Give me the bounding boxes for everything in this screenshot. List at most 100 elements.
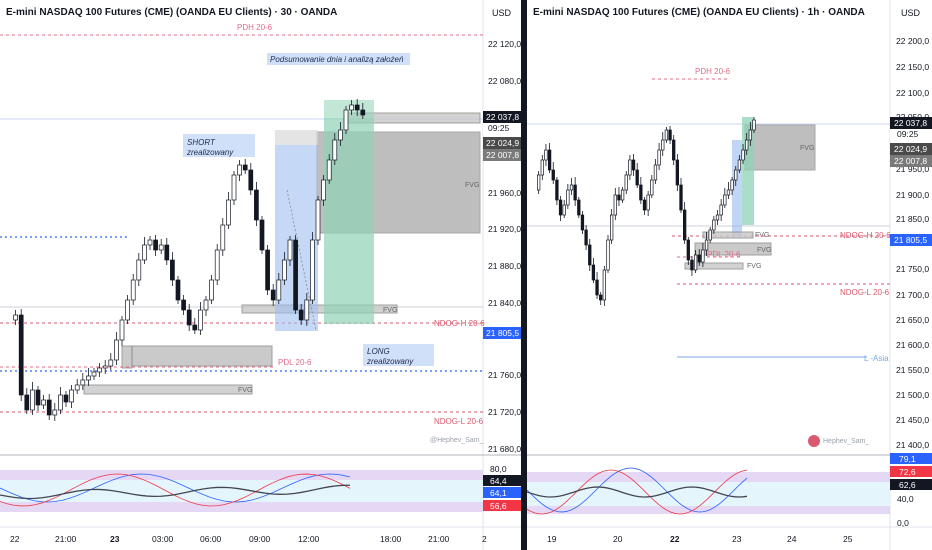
candle-body (752, 119, 756, 131)
right-short-zone[interactable] (732, 140, 742, 236)
right-price-tick: 21 650,0 (896, 315, 929, 325)
candle-body (624, 174, 628, 191)
candle-body (349, 104, 354, 111)
candle-body (69, 389, 74, 403)
left-short-note-2[interactable]: zrealizowany (186, 148, 234, 157)
right-time-tick: 20 (613, 534, 623, 544)
left-fvg-box-low1[interactable] (131, 345, 273, 367)
right-time-tick: 24 (787, 534, 797, 544)
candle-body (198, 309, 203, 331)
candle-body (203, 299, 209, 311)
left-fvg-box-mid[interactable] (241, 304, 398, 314)
candle-body (573, 184, 577, 201)
candle-body (628, 159, 632, 176)
candle-body (580, 214, 585, 231)
candle-body (562, 204, 566, 216)
candle-body (558, 199, 563, 216)
left-long-zone[interactable] (324, 118, 374, 324)
candle-body (237, 164, 242, 176)
left-ndog-h-label: NDOG-H 20-6 (434, 319, 485, 328)
candle-body (701, 249, 705, 263)
left-short-stop[interactable] (275, 130, 318, 145)
right-fvg-box-large[interactable] (744, 124, 816, 171)
candle-body (360, 109, 366, 116)
left-fvg-box-low3[interactable] (83, 384, 253, 395)
candle-body (293, 239, 298, 311)
right-price-tick: 21 500,0 (896, 390, 929, 400)
left-chart-canvas[interactable]: PDH 20-6 NDOG-H 20-6 NDOG-L 20-6 FVG FVG… (0, 0, 521, 550)
right-price-axis[interactable]: 22 200,0 22 150,0 22 100,0 22 050,0 21 9… (896, 36, 929, 450)
right-fvg-box-2[interactable] (702, 231, 754, 239)
right-fvg-box-3[interactable] (694, 242, 772, 256)
right-pdh-label: PDH 20-6 (695, 67, 731, 76)
right-chart-title: E-mini NASDAQ 100 Futures (CME) (OANDA E… (533, 7, 865, 18)
right-candles (537, 117, 756, 306)
left-price-tick: 21 960,0 (488, 188, 521, 198)
left-long-target[interactable] (324, 100, 374, 118)
right-chart-canvas[interactable]: PDH 20-6 FVG NDOG-H 20-6 FVG FVG FVG PDL… (527, 0, 932, 550)
candle-body (726, 189, 731, 196)
left-summary-note[interactable]: Podsumowanie dnia i analizą założeń (270, 55, 404, 64)
right-time-axis[interactable]: 19 20 22 23 24 25 (547, 534, 853, 544)
candle-body (298, 309, 304, 321)
right-currency-label[interactable]: USD (901, 8, 921, 18)
left-pdl-label: PDL 20-6 (278, 358, 312, 367)
left-price-tick: 22 080,0 (488, 76, 521, 86)
right-asia-label: L -Asia (864, 354, 889, 363)
candle-body (551, 169, 555, 181)
candle-body (282, 259, 287, 281)
candle-body (683, 209, 687, 241)
left-fvg-box-low2[interactable] (121, 345, 133, 369)
pane-divider[interactable] (521, 0, 527, 550)
right-price-tick: 21 550,0 (896, 365, 929, 375)
candle-body (719, 204, 723, 216)
right-long-zone[interactable] (742, 117, 754, 225)
candle-body (153, 239, 158, 251)
right-price-tag-3: 22 007,8 (894, 156, 927, 166)
left-time-tick: 03:00 (152, 534, 174, 544)
left-time-tick: 21:00 (55, 534, 77, 544)
left-short-note-1[interactable]: SHORT (187, 138, 216, 147)
candle-body (310, 239, 315, 301)
right-ndog-price-tag: 21 805,5 (894, 235, 927, 245)
left-price-axis[interactable]: 22 120,0 22 080,0 21 960,0 21 920,0 21 8… (488, 39, 521, 454)
candle-body (254, 189, 259, 221)
candle-body (609, 214, 614, 241)
candle-body (584, 229, 588, 246)
right-price-tick: 22 200,0 (896, 36, 929, 46)
left-price-tick: 22 120,0 (488, 39, 521, 49)
left-osc-tag-1: 64,4 (490, 476, 507, 486)
left-time-axis[interactable]: 22 21:00 23 03:00 06:00 09:00 12:00 18:0… (10, 534, 487, 544)
left-long-note-1[interactable]: LONG (367, 347, 390, 356)
right-osc-tag-1: 79,1 (899, 454, 916, 464)
left-time-tick: 22 (10, 534, 20, 544)
left-currency-label[interactable]: USD (492, 8, 512, 18)
candle-body (86, 375, 91, 381)
candle-body (52, 409, 58, 416)
candle-body (265, 249, 270, 291)
candle-body (332, 139, 338, 161)
candle-body (577, 199, 581, 216)
right-price-tick: 21 850,0 (896, 214, 929, 224)
candle-body (102, 365, 108, 369)
left-osc-tag-2: 64,1 (490, 488, 507, 498)
left-current-price-tag: 22 037,8 (486, 112, 519, 122)
candle-body (214, 249, 220, 281)
candle-body (18, 314, 24, 396)
candle-body (639, 184, 643, 201)
candle-body (35, 389, 41, 406)
candle-body (730, 179, 734, 191)
candle-body (321, 179, 326, 201)
left-long-note-2[interactable]: zrealizowany (366, 357, 414, 366)
candle-body (613, 194, 617, 216)
right-fvg-box-4[interactable] (684, 262, 744, 270)
candle-body (650, 179, 654, 196)
right-chart-pane[interactable]: E-mini NASDAQ 100 Futures (CME) (OANDA E… (527, 0, 932, 550)
left-chart-pane[interactable]: E-mini NASDAQ 100 Futures (CME) (OANDA E… (0, 0, 521, 550)
candle-body (175, 279, 181, 301)
right-osc-tag-2: 72,6 (899, 467, 916, 477)
candle-body (745, 139, 749, 151)
candle-body (276, 279, 282, 301)
candle-body (164, 244, 170, 261)
right-price-tick: 21 700,0 (896, 290, 929, 300)
